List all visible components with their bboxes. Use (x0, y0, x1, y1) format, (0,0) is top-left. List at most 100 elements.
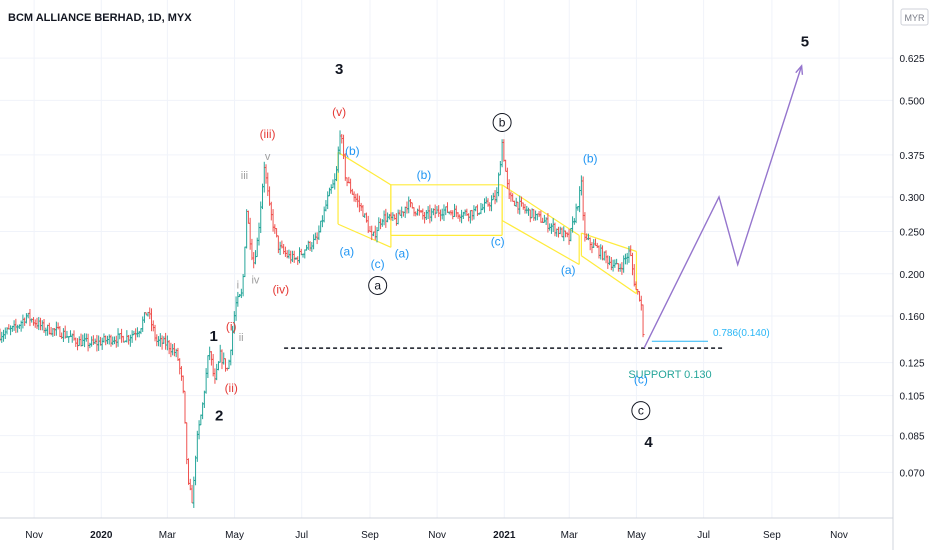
ohlc-bar (451, 210, 455, 220)
ohlc-bar (14, 318, 18, 334)
ohlc-bar (165, 335, 169, 351)
ohlc-bar (361, 204, 365, 217)
ohlc-bar (151, 320, 155, 332)
x-tick-label: Nov (25, 530, 43, 541)
ohlc-bar (456, 212, 460, 219)
ohlc-bar (558, 226, 562, 235)
y-tick-label: 0.070 (899, 468, 924, 479)
ohlc-bar (537, 211, 541, 218)
ohlc-bar (202, 390, 206, 408)
wave-label: (i) (226, 320, 237, 334)
ohlc-bar (95, 334, 99, 352)
ohlc-bar (162, 336, 166, 344)
ohlc-bar (486, 198, 490, 207)
ohlc-bar (224, 358, 228, 372)
wave-label: (ii) (225, 381, 238, 395)
label-circle (631, 401, 651, 421)
ohlc-bar (532, 209, 536, 221)
projection-arrowhead (795, 64, 804, 75)
ohlc-bar (500, 139, 504, 168)
ohlc-bar (199, 414, 203, 426)
wave-label: (a) (340, 245, 355, 259)
ohlc-bar (153, 324, 157, 342)
ohlc-bar (76, 338, 80, 351)
ohlc-bar (634, 281, 638, 291)
ohlc-bar (551, 218, 555, 232)
ohlc-bar (97, 335, 101, 351)
ohlc-bar (535, 213, 539, 221)
ohlc-bar (373, 225, 377, 240)
chart-overlays: SUPPORT 0.130 0.786(0.140) (284, 64, 804, 381)
ohlc-bar (179, 366, 183, 381)
ohlc-bar (382, 210, 386, 226)
x-tick-label: Jul (697, 530, 710, 541)
ohlc-bar (488, 202, 492, 212)
ohlc-bar (403, 206, 407, 218)
ohlc-bar (167, 340, 171, 355)
ohlc-bar (178, 358, 182, 375)
ohlc-bar (269, 201, 273, 221)
ohlc-bar (319, 220, 323, 233)
ohlc-bar (528, 209, 532, 223)
ohlc-bar (608, 255, 612, 266)
ohlc-bar (398, 209, 402, 216)
wave-label: iii (241, 170, 248, 182)
circled-wave-label: c (631, 401, 651, 421)
ohlc-bar (209, 351, 213, 366)
ohlc-bar (3, 327, 7, 340)
label-text: b (499, 115, 506, 129)
currency-badge[interactable]: MYR (900, 8, 929, 26)
ohlc-bar (35, 317, 39, 329)
ohlc-bar (495, 187, 499, 203)
currency-badge-label: MYR (905, 13, 926, 23)
wave-label: (c) (491, 235, 505, 249)
ohlc-bar (512, 200, 516, 207)
ohlc-bar (327, 187, 331, 197)
ohlc-bar (160, 335, 164, 350)
ohlc-bar (523, 203, 527, 214)
ohlc-bar (428, 204, 432, 224)
ohlc-bar (90, 336, 94, 347)
ohlc-bar (259, 201, 263, 234)
y-tick-label: 0.105 (899, 392, 924, 403)
wave-label: (iv) (272, 283, 289, 297)
channel-line (581, 255, 637, 295)
x-tick-label: 2021 (493, 530, 516, 541)
x-tick-label: May (627, 530, 646, 541)
ohlc-bar (481, 203, 485, 211)
wave-label: 5 (801, 33, 809, 50)
wave-label: 2 (215, 408, 223, 425)
ohlc-bar (262, 161, 266, 193)
ohlc-bar (632, 264, 636, 287)
ohlc-bar (141, 316, 145, 332)
ohlc-bar (629, 245, 633, 257)
ohlc-bar (417, 205, 421, 216)
ohlc-bar (283, 246, 287, 257)
ohlc-bar (287, 249, 291, 259)
ohlc-bar (83, 333, 87, 348)
ohlc-bar (172, 343, 176, 357)
ohlc-bar (194, 455, 198, 486)
ohlc-bar (61, 328, 65, 343)
ohlc-bar (380, 219, 384, 227)
ohlc-bar (176, 347, 180, 361)
ohlc-bar (243, 246, 247, 278)
ohlc-bar (479, 202, 483, 215)
ohlc-bar (134, 328, 138, 341)
ohlc-bar (574, 203, 578, 224)
ohlc-bar (118, 333, 122, 340)
wave-label: ii (239, 332, 244, 344)
x-tick-label: Mar (561, 530, 579, 541)
ohlc-bar (155, 334, 159, 347)
circled-wave-label: b (492, 112, 512, 132)
ohlc-bar (616, 263, 620, 272)
wave-label: (a) (561, 263, 576, 277)
ohlc-bar (354, 193, 358, 203)
y-tick-label: 0.625 (899, 54, 924, 65)
wave-label: (b) (345, 144, 360, 158)
ohlc-bar (88, 342, 92, 349)
ohlc-bar (338, 130, 342, 155)
ohlc-bar (518, 195, 522, 215)
circled-wave-label: a (368, 275, 388, 295)
ohlc-bar (211, 354, 215, 377)
